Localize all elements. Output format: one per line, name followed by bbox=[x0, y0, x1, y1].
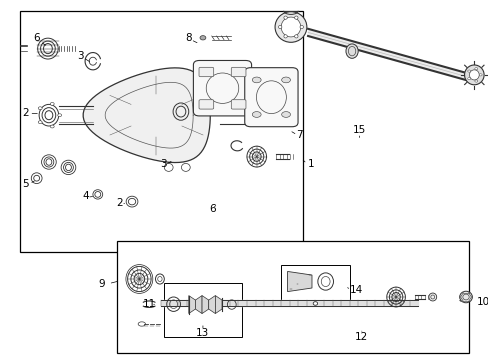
Text: 1: 1 bbox=[307, 159, 314, 169]
Ellipse shape bbox=[50, 125, 54, 128]
Text: 15: 15 bbox=[352, 125, 366, 135]
Text: 6: 6 bbox=[209, 204, 216, 214]
Ellipse shape bbox=[467, 70, 469, 72]
Text: 9: 9 bbox=[98, 279, 105, 289]
FancyBboxPatch shape bbox=[231, 67, 245, 77]
Text: 2: 2 bbox=[22, 108, 29, 118]
Ellipse shape bbox=[294, 35, 297, 38]
Ellipse shape bbox=[478, 74, 481, 76]
Text: 14: 14 bbox=[349, 285, 362, 295]
Text: 2: 2 bbox=[116, 198, 123, 208]
Ellipse shape bbox=[50, 103, 54, 105]
Ellipse shape bbox=[468, 70, 478, 80]
Ellipse shape bbox=[281, 17, 300, 37]
FancyBboxPatch shape bbox=[231, 100, 245, 109]
Ellipse shape bbox=[58, 114, 61, 117]
Text: 11: 11 bbox=[142, 299, 156, 309]
Ellipse shape bbox=[252, 77, 261, 83]
Ellipse shape bbox=[252, 112, 261, 117]
Ellipse shape bbox=[474, 68, 477, 70]
Text: 4: 4 bbox=[82, 191, 89, 201]
Ellipse shape bbox=[278, 25, 281, 29]
Text: 6: 6 bbox=[33, 33, 40, 43]
Ellipse shape bbox=[274, 12, 306, 42]
Bar bbox=[281, 265, 349, 304]
Ellipse shape bbox=[313, 302, 317, 305]
Ellipse shape bbox=[294, 16, 297, 19]
Polygon shape bbox=[208, 296, 215, 314]
Polygon shape bbox=[188, 296, 195, 314]
Text: 10: 10 bbox=[476, 297, 488, 307]
Ellipse shape bbox=[200, 36, 205, 40]
Text: 12: 12 bbox=[354, 332, 368, 342]
Ellipse shape bbox=[428, 293, 436, 301]
Ellipse shape bbox=[464, 65, 483, 85]
Bar bbox=[117, 241, 468, 353]
Ellipse shape bbox=[283, 16, 287, 19]
FancyBboxPatch shape bbox=[199, 100, 213, 109]
Ellipse shape bbox=[281, 112, 290, 117]
Polygon shape bbox=[83, 68, 210, 162]
Polygon shape bbox=[287, 271, 311, 292]
Ellipse shape bbox=[345, 44, 357, 58]
Text: 8: 8 bbox=[184, 33, 191, 43]
Text: 3: 3 bbox=[77, 51, 84, 61]
FancyBboxPatch shape bbox=[199, 67, 213, 77]
Ellipse shape bbox=[38, 107, 42, 110]
Bar bbox=[163, 283, 242, 337]
Text: 5: 5 bbox=[22, 179, 29, 189]
Ellipse shape bbox=[281, 77, 290, 83]
FancyBboxPatch shape bbox=[244, 68, 298, 127]
Ellipse shape bbox=[38, 121, 42, 123]
Ellipse shape bbox=[299, 25, 303, 29]
Ellipse shape bbox=[467, 78, 469, 80]
Text: 3: 3 bbox=[160, 159, 167, 169]
Polygon shape bbox=[195, 296, 202, 314]
Text: 13: 13 bbox=[196, 328, 209, 338]
Ellipse shape bbox=[459, 291, 471, 303]
FancyBboxPatch shape bbox=[193, 60, 251, 116]
Text: 7: 7 bbox=[295, 130, 302, 140]
Ellipse shape bbox=[283, 35, 287, 38]
Polygon shape bbox=[215, 296, 222, 314]
Ellipse shape bbox=[474, 80, 477, 82]
Polygon shape bbox=[202, 296, 208, 314]
Bar bbox=[20, 11, 303, 252]
